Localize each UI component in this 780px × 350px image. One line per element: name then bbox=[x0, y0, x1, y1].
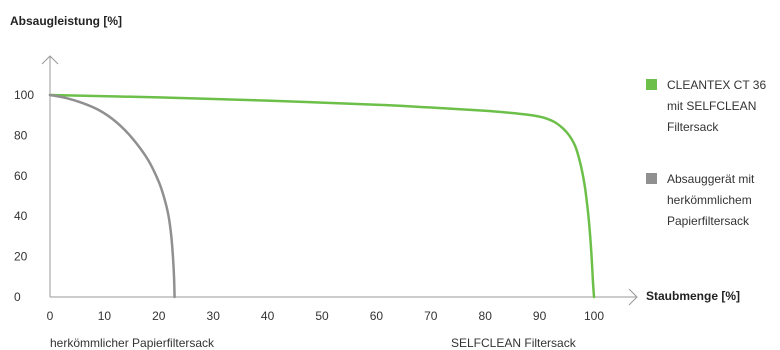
y-tick-label: 100 bbox=[14, 88, 34, 102]
y-tick-label: 60 bbox=[14, 169, 28, 183]
legend: CLEANTEX CT 36 mit SELFCLEAN Filtersack Abs… bbox=[646, 78, 766, 228]
legend-swatch-1 bbox=[646, 173, 657, 184]
x-axis-title: Staubmenge [%] bbox=[646, 289, 740, 303]
x-tick-label: 90 bbox=[533, 309, 547, 323]
x-tick-label: 80 bbox=[479, 309, 493, 323]
legend-label-line: Filtersack bbox=[667, 120, 719, 134]
x-tick-labels: 0 10 20 30 40 50 60 70 80 90 100 bbox=[47, 309, 605, 323]
y-tick-label: 80 bbox=[14, 128, 28, 142]
below-label-right: SELFCLEAN Filtersack bbox=[451, 336, 577, 350]
x-tick-label: 10 bbox=[98, 309, 112, 323]
y-tick-labels: 0 20 40 60 80 100 bbox=[14, 88, 34, 304]
x-tick-label: 60 bbox=[370, 309, 384, 323]
legend-label-line: Papierfiltersack bbox=[667, 214, 750, 228]
y-axis-title: Absaugleistung [%] bbox=[10, 14, 122, 28]
legend-label-line: CLEANTEX CT 36 bbox=[667, 78, 766, 92]
x-tick-label: 50 bbox=[315, 309, 329, 323]
below-label-left: herkömmlicher Papierfiltersack bbox=[50, 336, 215, 350]
legend-label-line: herkömmlichem bbox=[667, 193, 752, 207]
legend-label-line: Absauggerät mit bbox=[667, 172, 755, 186]
series-line-1 bbox=[48, 93, 176, 299]
x-tick-label: 30 bbox=[207, 309, 221, 323]
y-tick-label: 40 bbox=[14, 209, 28, 223]
y-axis-arrow-icon bbox=[41, 55, 59, 65]
x-tick-label: 40 bbox=[261, 309, 275, 323]
x-tick-label: 20 bbox=[152, 309, 166, 323]
x-tick-label: 0 bbox=[47, 309, 54, 323]
legend-label-line: mit SELFCLEAN bbox=[667, 99, 756, 113]
x-tick-label: 100 bbox=[584, 309, 604, 323]
x-axis-arrow-icon bbox=[628, 288, 638, 306]
y-tick-label: 20 bbox=[14, 250, 28, 264]
series-line-0 bbox=[48, 93, 596, 299]
legend-swatch-0 bbox=[646, 79, 657, 90]
series-lines bbox=[48, 93, 596, 299]
x-tick-label: 70 bbox=[424, 309, 438, 323]
y-tick-label: 0 bbox=[14, 290, 21, 304]
